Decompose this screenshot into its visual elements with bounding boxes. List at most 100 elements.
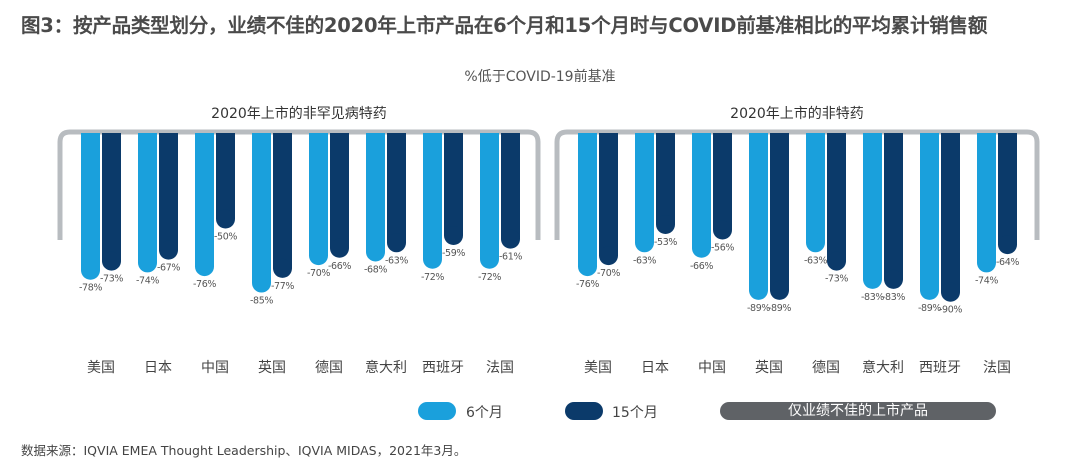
bar-15m-cap <box>941 282 960 302</box>
data-label: -89% <box>747 303 770 314</box>
data-label: -70% <box>307 268 330 279</box>
data-label: -63% <box>385 255 408 266</box>
chart-canvas: 2020年上市的非罕见病特药-78%-73%美国-74%-67%日本-76%-5… <box>57 105 1040 376</box>
bar-15m-cap <box>501 229 520 249</box>
bar-15m-cap <box>884 269 903 289</box>
bar-6m <box>252 133 271 284</box>
bar-6m <box>309 133 328 256</box>
bar-15m <box>599 133 618 256</box>
data-label: -68% <box>364 264 387 275</box>
bar-6m-cap <box>920 280 939 300</box>
page-title: 图3：按产品类型划分，业绩不佳的2020年上市产品在6个月和15个月时与COVI… <box>21 14 988 37</box>
bar-6m-cap <box>423 249 442 269</box>
bar-15m-cap <box>102 251 121 271</box>
bar-6m <box>480 133 499 260</box>
bar-15m-cap <box>330 238 349 258</box>
category-label: 英国 <box>755 359 783 376</box>
bar-15m <box>216 133 235 219</box>
category-label: 美国 <box>87 360 115 376</box>
bar-15m <box>884 133 903 280</box>
source-note: 数据来源：IQVIA EMEA Thought Leadership、IQVIA… <box>21 443 467 458</box>
category-label: 西班牙 <box>422 360 464 376</box>
bar-6m <box>749 133 768 291</box>
bar-15m <box>501 133 520 240</box>
legend-badge: 仅业绩不佳的上市产品 <box>720 402 996 420</box>
bar-15m-cap <box>656 214 675 234</box>
bar-15m <box>444 133 463 236</box>
data-label: -73% <box>100 274 123 285</box>
bar-15m-cap <box>216 209 235 229</box>
bar-6m-cap <box>366 242 385 262</box>
bar-15m-cap <box>827 251 846 271</box>
data-label: -74% <box>975 275 998 286</box>
bar-6m-cap <box>977 253 996 273</box>
data-label: -72% <box>478 272 501 283</box>
category-label: 中国 <box>698 360 726 376</box>
data-label: -59% <box>442 248 465 259</box>
bar-6m-cap <box>252 273 271 293</box>
bar-15m-cap <box>444 225 463 245</box>
category-label: 法国 <box>983 360 1011 376</box>
bar-15m <box>387 133 406 243</box>
data-label: -90% <box>939 305 962 316</box>
bar-15m <box>102 133 121 262</box>
bar-6m <box>578 133 597 267</box>
bar-6m-cap <box>749 280 768 300</box>
bar-6m <box>423 133 442 260</box>
bar-6m <box>863 133 882 280</box>
bar-6m-cap <box>138 253 157 273</box>
bar-15m-cap <box>387 233 406 253</box>
bar-15m <box>770 133 789 291</box>
bar-6m <box>977 133 996 263</box>
category-label: 英国 <box>258 359 286 376</box>
data-label: -78% <box>79 283 102 294</box>
category-label: 德国 <box>812 360 840 376</box>
legend-label-6m: 6个月 <box>466 405 503 421</box>
data-label: -85% <box>250 296 273 307</box>
category-label: 法国 <box>486 360 514 376</box>
data-label: -89% <box>918 303 941 314</box>
category-label: 德国 <box>315 360 343 376</box>
data-label: -53% <box>654 237 677 248</box>
bar-6m <box>81 133 100 271</box>
bar-15m-cap <box>599 246 618 266</box>
legend-label-15m: 15个月 <box>612 405 658 421</box>
data-label: -61% <box>499 252 522 263</box>
panel-frame <box>554 129 1040 240</box>
data-label: -89% <box>768 303 791 314</box>
panel-frame <box>57 129 541 240</box>
panel-title: 2020年上市的非罕见病特药 <box>211 105 387 122</box>
data-label: -77% <box>271 281 294 292</box>
category-label: 西班牙 <box>919 360 961 376</box>
bar-6m <box>366 133 385 252</box>
bar-15m-cap <box>713 220 732 240</box>
bar-6m <box>806 133 825 243</box>
legend-swatch-6m <box>418 402 456 420</box>
data-label: -63% <box>804 255 827 266</box>
data-label: -83% <box>882 292 905 303</box>
bar-6m <box>138 133 157 263</box>
bar-6m-cap <box>480 249 499 269</box>
bar-6m-cap <box>863 269 882 289</box>
category-label: 意大利 <box>365 359 407 376</box>
bar-6m-cap <box>692 238 711 258</box>
data-label: -74% <box>136 275 159 286</box>
data-label: -50% <box>214 232 237 243</box>
bar-15m-cap <box>770 280 789 300</box>
data-label: -70% <box>597 268 620 279</box>
data-label: -76% <box>576 279 599 290</box>
category-label: 日本 <box>144 360 172 376</box>
category-label: 意大利 <box>862 359 904 376</box>
bar-15m-cap <box>998 235 1017 255</box>
data-label: -73% <box>825 274 848 285</box>
data-label: -56% <box>711 242 734 253</box>
category-label: 日本 <box>641 360 669 376</box>
bar-15m <box>827 133 846 262</box>
bar-6m-cap <box>578 257 597 277</box>
data-label: -63% <box>633 255 656 266</box>
chart-subtitle: %低于COVID-19前基准 <box>464 69 616 85</box>
bar-15m <box>941 133 960 293</box>
bar-6m <box>692 133 711 249</box>
bar-15m <box>330 133 349 249</box>
category-label: 中国 <box>201 360 229 376</box>
